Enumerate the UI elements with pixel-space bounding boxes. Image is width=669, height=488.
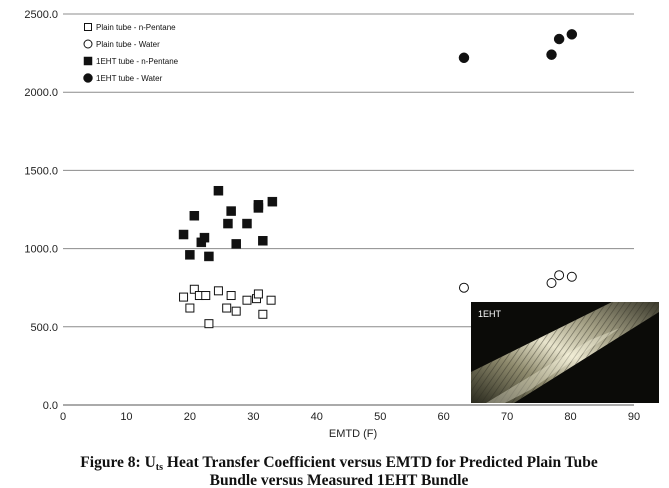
inset-label: 1EHT bbox=[478, 309, 502, 319]
data-point bbox=[566, 29, 578, 40]
data-point bbox=[222, 303, 232, 313]
data-point bbox=[458, 52, 470, 64]
y-tick-label: 0.0 bbox=[43, 400, 58, 412]
x-tick-label: 0 bbox=[60, 411, 66, 423]
data-point bbox=[189, 211, 200, 221]
data-points bbox=[178, 29, 578, 329]
tube-fins bbox=[471, 302, 659, 403]
data-point bbox=[204, 319, 214, 329]
y-tick-label: 2500.0 bbox=[24, 9, 58, 21]
y-tick-label: 1500.0 bbox=[24, 165, 58, 177]
tube-highlight bbox=[486, 328, 620, 403]
data-point bbox=[231, 306, 241, 316]
y-tick-labels: 0.0 500.0 1000.0 1500.0 2000.0 2500.0 bbox=[24, 9, 58, 412]
legend-label: 1EHT tube - n-Pentane bbox=[96, 57, 179, 66]
data-point bbox=[258, 236, 268, 246]
data-point bbox=[185, 250, 195, 260]
data-point bbox=[546, 49, 557, 60]
data-point bbox=[566, 271, 577, 282]
data-point bbox=[213, 286, 223, 296]
figure-caption: Figure 8: Uts Heat Transfer Coefficient … bbox=[80, 454, 598, 488]
x-tick-label: 10 bbox=[120, 411, 132, 423]
legend-label: 1EHT tube - Water bbox=[96, 74, 163, 83]
data-point bbox=[266, 295, 276, 305]
x-tick-label: 40 bbox=[311, 411, 323, 423]
data-point bbox=[553, 33, 565, 45]
legend-marker bbox=[83, 73, 93, 83]
data-point bbox=[199, 232, 210, 243]
legend-marker bbox=[84, 23, 92, 31]
x-tick-labels: 0 10 20 30 40 50 60 70 80 90 bbox=[60, 411, 640, 423]
inset-photo: 1EHT bbox=[471, 302, 659, 403]
x-axis-label: EMTD (F) bbox=[329, 428, 377, 440]
x-tick-label: 50 bbox=[374, 411, 386, 423]
data-point bbox=[178, 229, 189, 240]
legend-label: Plain tube - Water bbox=[96, 40, 160, 49]
legend-label: Plain tube - n-Pentane bbox=[96, 23, 176, 32]
x-tick-label: 30 bbox=[247, 411, 259, 423]
data-point bbox=[554, 270, 565, 281]
data-point bbox=[226, 206, 236, 216]
y-tick-label: 500.0 bbox=[30, 322, 58, 334]
series bbox=[178, 185, 278, 262]
legend-marker bbox=[83, 39, 93, 49]
data-point bbox=[242, 295, 252, 305]
data-point bbox=[213, 185, 224, 196]
y-tick-label: 1000.0 bbox=[24, 244, 58, 256]
data-point bbox=[223, 218, 233, 229]
caption-line-1: Figure 8: Uts Heat Transfer Coefficient … bbox=[80, 454, 598, 473]
x-tick-label: 70 bbox=[501, 411, 513, 423]
series bbox=[458, 270, 577, 293]
legend-marker bbox=[83, 56, 93, 66]
data-point bbox=[253, 200, 264, 210]
x-tick-label: 90 bbox=[628, 411, 640, 423]
data-point bbox=[201, 291, 211, 301]
data-point bbox=[231, 239, 241, 249]
legend: Plain tube - n-Pentane Plain tube - Water… bbox=[83, 23, 179, 83]
data-point bbox=[253, 289, 263, 299]
data-point bbox=[226, 291, 236, 301]
caption-line-2: Bundle versus Measured 1EHT Bundle bbox=[210, 472, 469, 488]
x-tick-label: 60 bbox=[438, 411, 450, 423]
data-point bbox=[185, 303, 195, 313]
data-point bbox=[546, 278, 557, 289]
data-point bbox=[204, 251, 214, 262]
data-point bbox=[258, 309, 268, 319]
data-point bbox=[267, 196, 278, 207]
data-point bbox=[458, 282, 469, 293]
data-point bbox=[179, 292, 189, 302]
data-point bbox=[242, 218, 252, 229]
series bbox=[179, 284, 276, 329]
y-tick-label: 2000.0 bbox=[24, 87, 58, 99]
x-tick-label: 80 bbox=[564, 411, 576, 423]
series bbox=[458, 29, 578, 64]
data-point bbox=[189, 284, 199, 294]
x-tick-label: 20 bbox=[184, 411, 196, 423]
